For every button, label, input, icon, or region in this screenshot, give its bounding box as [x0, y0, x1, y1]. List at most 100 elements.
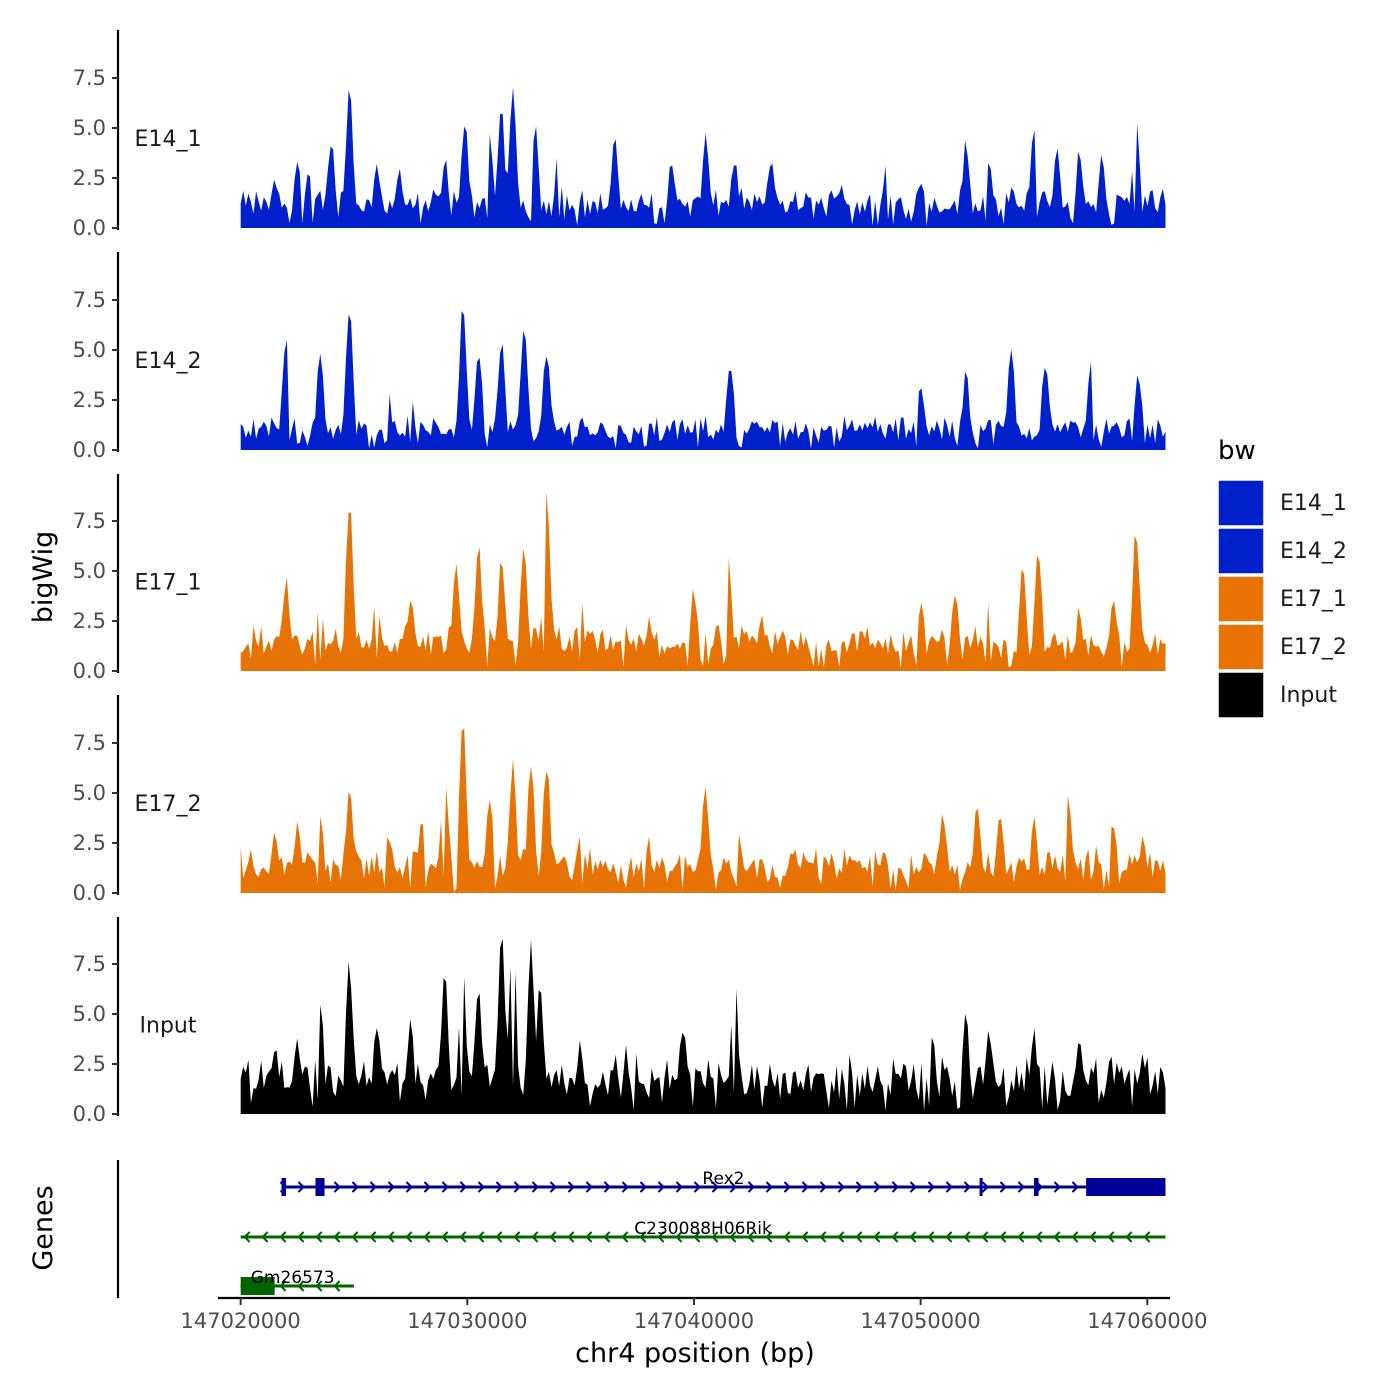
strand-chevron — [621, 1181, 629, 1193]
y-tick-label: 0.0 — [73, 659, 106, 683]
strand-chevron — [495, 1181, 503, 1193]
track-E17_2: 0.0 2.5 5.0 7.5 E17_2 — [73, 695, 1166, 905]
strand-chevron — [999, 1231, 1007, 1243]
strand-chevron — [477, 1181, 485, 1193]
strand-chevron — [855, 1231, 863, 1243]
strand-chevron — [1053, 1181, 1061, 1193]
legend-entry: E14_2 — [1217, 527, 1347, 575]
strand-chevron — [513, 1231, 521, 1243]
signal-area — [240, 311, 1166, 450]
legend: bw E14_1 E14_2 E17_1 E17_2 Input — [1217, 436, 1347, 719]
signal-area — [240, 728, 1166, 893]
legend-label: E17_2 — [1280, 635, 1347, 660]
signal-area — [240, 938, 1166, 1114]
y-tick-label: 0.0 — [73, 881, 106, 905]
y-tick-label: 7.5 — [73, 66, 106, 90]
strand-chevron — [513, 1181, 521, 1193]
strand-chevron — [351, 1231, 359, 1243]
strand-chevron — [333, 1181, 341, 1193]
strand-chevron — [1017, 1181, 1025, 1193]
strand-chevron — [567, 1231, 575, 1243]
strand-chevron — [693, 1181, 701, 1193]
y-tick-label: 0.0 — [73, 438, 106, 462]
y-tick-label: 7.5 — [73, 288, 106, 312]
y-tick-label: 2.5 — [73, 831, 106, 855]
exon — [315, 1178, 325, 1196]
strand-chevron — [603, 1181, 611, 1193]
signal-area — [240, 87, 1166, 228]
exon — [979, 1178, 983, 1196]
track-Input: 0.0 2.5 5.0 7.5 Input — [73, 917, 1166, 1126]
strand-chevron — [909, 1181, 917, 1193]
strand-chevron — [837, 1181, 845, 1193]
strand-chevron — [693, 1231, 701, 1243]
strand-chevron — [909, 1231, 917, 1243]
y-tick-label: 0.0 — [73, 216, 106, 240]
strand-chevron — [549, 1231, 557, 1243]
strand-chevron — [297, 1231, 305, 1243]
y-tick-label: 5.0 — [73, 338, 106, 362]
strand-chevron — [1017, 1231, 1025, 1243]
y-tick-label: 2.5 — [73, 166, 106, 190]
strand-chevron — [441, 1231, 449, 1243]
strand-chevron — [621, 1231, 629, 1243]
legend-entry: E17_2 — [1217, 623, 1347, 671]
strand-chevron — [891, 1231, 899, 1243]
strand-chevron — [459, 1181, 467, 1193]
strand-chevron — [981, 1231, 989, 1243]
legend-label: E14_1 — [1280, 491, 1347, 516]
track-E14_1: 0.0 2.5 5.0 7.5 E14_1 — [73, 30, 1166, 240]
strand-chevron — [945, 1231, 953, 1243]
strand-chevron — [765, 1181, 773, 1193]
y-tick-label: 5.0 — [73, 781, 106, 805]
gene-Gm26573: Gm26573 — [240, 1268, 354, 1295]
strand-chevron — [1035, 1231, 1043, 1243]
strand-chevron — [729, 1181, 737, 1193]
strand-chevron — [783, 1181, 791, 1193]
strand-chevron — [549, 1181, 557, 1193]
strand-chevron — [783, 1231, 791, 1243]
legend-swatch — [1217, 575, 1265, 623]
strand-chevron — [963, 1231, 971, 1243]
signal-area — [240, 491, 1166, 671]
legend-entry: E17_1 — [1217, 575, 1347, 623]
strand-chevron — [891, 1181, 899, 1193]
x-tick-label: 147060000 — [1087, 1309, 1207, 1333]
strand-chevron — [333, 1280, 341, 1292]
track-label: E14_2 — [135, 349, 202, 374]
strand-chevron — [243, 1231, 251, 1243]
strand-chevron — [999, 1181, 1007, 1193]
strand-chevron — [675, 1181, 683, 1193]
exon — [281, 1178, 286, 1196]
gene-label: C230088H06Rik — [634, 1219, 772, 1239]
strand-chevron — [711, 1181, 719, 1193]
strand-chevron — [279, 1231, 287, 1243]
y-tick-label: 5.0 — [73, 559, 106, 583]
strand-chevron — [873, 1181, 881, 1193]
genes-layer: Rex2 C230088H06Rik Gm26573 — [116, 1160, 1166, 1298]
x-tick-label: 147020000 — [181, 1309, 301, 1333]
y-tick-label: 0.0 — [73, 1102, 106, 1126]
strand-chevron — [981, 1181, 989, 1193]
legend-swatch — [1217, 527, 1265, 575]
strand-chevron — [423, 1231, 431, 1243]
strand-chevron — [441, 1181, 449, 1193]
strand-chevron — [639, 1231, 647, 1243]
strand-chevron — [963, 1181, 971, 1193]
y-tick-label: 2.5 — [73, 1052, 106, 1076]
strand-chevron — [819, 1181, 827, 1193]
gene-label: Rex2 — [702, 1169, 744, 1189]
y-tick-label: 5.0 — [73, 116, 106, 140]
strand-chevron — [477, 1231, 485, 1243]
strand-chevron — [603, 1231, 611, 1243]
track-label: E14_1 — [135, 127, 202, 152]
strand-chevron — [351, 1181, 359, 1193]
x-tick-label: 147030000 — [407, 1309, 527, 1333]
exon — [240, 1277, 275, 1295]
x-axis-title: chr4 position (bp) — [575, 1338, 815, 1369]
strand-chevron — [531, 1181, 539, 1193]
legend-label: E14_2 — [1280, 539, 1347, 564]
y-tick-label: 7.5 — [73, 509, 106, 533]
strand-chevron — [927, 1181, 935, 1193]
